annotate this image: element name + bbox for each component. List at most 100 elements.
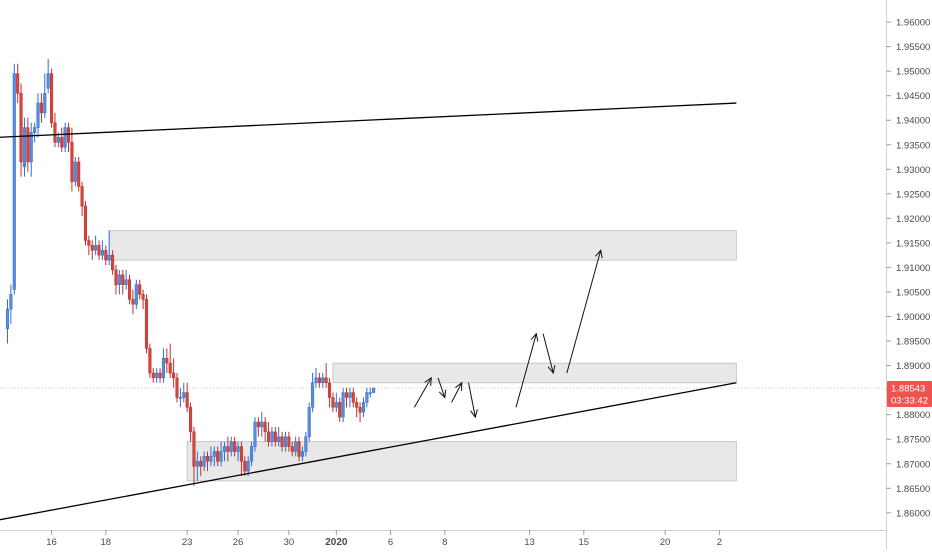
candle[interactable]: [148, 343, 152, 378]
candle[interactable]: [97, 240, 101, 261]
candle[interactable]: [124, 269, 128, 290]
candle[interactable]: [144, 294, 149, 354]
candle[interactable]: [229, 436, 233, 457]
candle[interactable]: [26, 117, 30, 172]
candle[interactable]: [111, 250, 115, 275]
demand-zone-bottom[interactable]: [186, 441, 737, 482]
candle[interactable]: [134, 279, 138, 310]
candle[interactable]: [351, 387, 355, 408]
candle[interactable]: [311, 372, 315, 413]
candle[interactable]: [161, 348, 165, 383]
candle[interactable]: [270, 426, 274, 447]
candle[interactable]: [80, 181, 84, 216]
candle[interactable]: [287, 431, 291, 452]
candle[interactable]: [212, 446, 216, 467]
candle[interactable]: [77, 157, 81, 192]
candle[interactable]: [243, 456, 247, 477]
candle[interactable]: [209, 446, 213, 467]
candle[interactable]: [172, 358, 176, 388]
candle[interactable]: [260, 412, 264, 437]
candle[interactable]: [280, 431, 284, 452]
candle[interactable]: [300, 446, 304, 462]
candle[interactable]: [117, 269, 121, 295]
candle[interactable]: [182, 382, 186, 403]
candle[interactable]: [273, 426, 277, 447]
candle[interactable]: [321, 372, 325, 388]
candle[interactable]: [104, 245, 108, 265]
candle[interactable]: [155, 368, 159, 383]
candle[interactable]: [114, 265, 118, 295]
candle[interactable]: [297, 436, 301, 462]
candle[interactable]: [29, 122, 33, 177]
candle[interactable]: [365, 387, 369, 408]
projection-arrow[interactable]: [566, 249, 603, 374]
candle[interactable]: [46, 58, 50, 94]
candle[interactable]: [283, 431, 288, 452]
time-axis[interactable]: 16 18 23 26 30 2020 6 8 13 15 20 2: [46, 530, 722, 548]
candle[interactable]: [175, 372, 179, 403]
candle[interactable]: [355, 397, 359, 418]
candle[interactable]: [368, 387, 372, 398]
candle[interactable]: [331, 392, 335, 413]
candle[interactable]: [189, 402, 193, 442]
candle[interactable]: [222, 441, 227, 462]
candle[interactable]: [178, 387, 182, 408]
candle[interactable]: [16, 63, 20, 104]
candle[interactable]: [39, 93, 43, 123]
candle[interactable]: [256, 417, 260, 437]
candle[interactable]: [219, 441, 223, 467]
candle[interactable]: [266, 422, 271, 447]
candle[interactable]: [246, 456, 250, 477]
candle[interactable]: [233, 436, 237, 457]
candle[interactable]: [83, 201, 88, 246]
candle[interactable]: [361, 397, 365, 418]
upper-trendline[interactable]: [0, 102, 737, 138]
candle[interactable]: [290, 441, 294, 457]
candle[interactable]: [372, 387, 376, 393]
candle[interactable]: [107, 230, 111, 265]
candle[interactable]: [66, 122, 71, 153]
resistance-zone-middle[interactable]: [332, 362, 737, 384]
candle[interactable]: [324, 363, 328, 388]
projection-arrow[interactable]: [468, 382, 478, 419]
candle[interactable]: [202, 451, 206, 472]
candle[interactable]: [294, 436, 298, 457]
projection-arrow[interactable]: [542, 333, 556, 375]
candle[interactable]: [151, 368, 155, 383]
candle[interactable]: [205, 451, 210, 472]
candle[interactable]: [43, 73, 47, 118]
price-axis[interactable]: 1.96000 1.95500 1.95000 1.94500 1.94000 1.935…: [886, 18, 930, 520]
candle[interactable]: [131, 289, 135, 315]
candle[interactable]: [348, 387, 352, 408]
candle[interactable]: [239, 441, 243, 477]
candle[interactable]: [344, 387, 349, 408]
candle[interactable]: [263, 417, 267, 442]
candle[interactable]: [50, 68, 54, 128]
candle[interactable]: [22, 117, 26, 177]
candle[interactable]: [165, 348, 169, 373]
candle[interactable]: [304, 431, 308, 457]
candle[interactable]: [192, 426, 196, 486]
candle[interactable]: [87, 235, 91, 256]
candle[interactable]: [60, 127, 64, 153]
candle[interactable]: [63, 122, 67, 153]
candle[interactable]: [277, 426, 281, 447]
candle[interactable]: [36, 93, 40, 138]
candle[interactable]: [341, 387, 345, 423]
candle[interactable]: [317, 372, 321, 388]
candle[interactable]: [90, 240, 94, 261]
candle[interactable]: [121, 269, 125, 295]
candle[interactable]: [19, 83, 23, 177]
candle[interactable]: [168, 343, 172, 378]
candle[interactable]: [334, 392, 338, 413]
candle[interactable]: [70, 127, 74, 192]
candle[interactable]: [338, 397, 342, 423]
rising-support-trendline[interactable]: [0, 382, 737, 521]
projection-arrow[interactable]: [437, 377, 447, 399]
candle[interactable]: [138, 279, 142, 300]
candle[interactable]: [199, 456, 203, 477]
candle[interactable]: [9, 284, 13, 324]
candle[interactable]: [358, 402, 362, 423]
candle[interactable]: [5, 299, 10, 344]
projection-arrow[interactable]: [451, 381, 463, 403]
